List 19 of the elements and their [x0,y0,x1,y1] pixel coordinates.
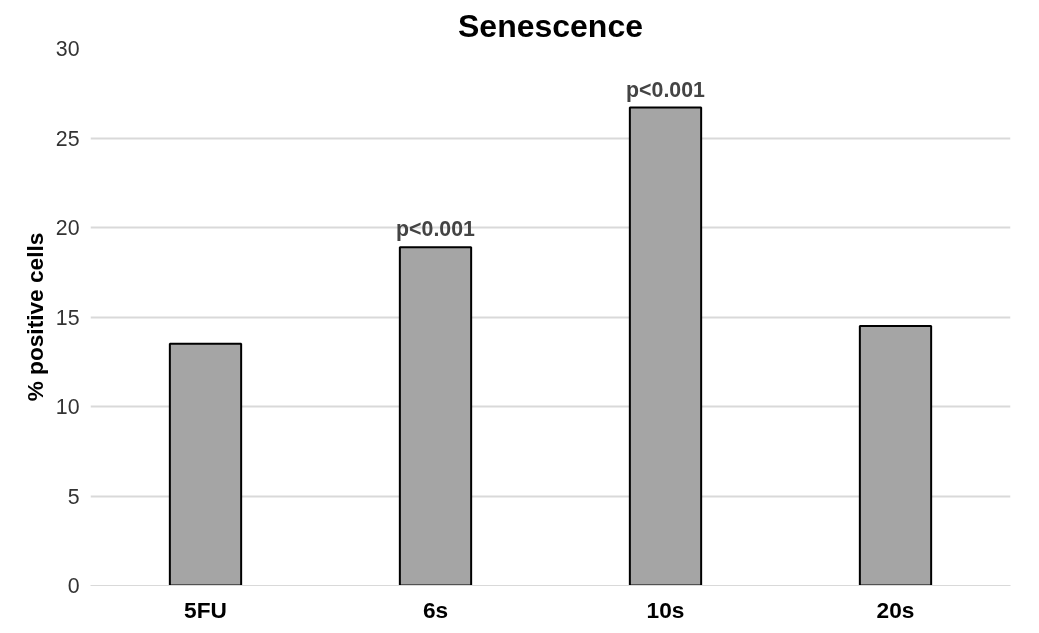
x-tick-label: 6s [422,596,449,623]
annotation: p<0.001 [626,77,706,102]
y-tick-label: 15 [55,305,80,330]
annotation: p<0.001 [396,217,476,242]
y-tick-label: 5 [67,484,80,509]
x-tick-label: 20s [876,596,915,623]
bar [398,246,473,586]
bar [858,324,933,586]
x-tick-label: 5FU [184,596,227,623]
bar [168,342,243,586]
y-tick-label: 0 [67,574,80,598]
y-tick-label: 10 [55,395,80,419]
bar [628,106,703,586]
y-axis-title: % positive cells [21,232,48,402]
y-tick-label: 30 [55,37,80,61]
y-tick-label: 20 [55,216,80,240]
x-tick-label: 10s [646,596,685,623]
chart-title: Senescence [457,7,644,44]
y-tick-label: 25 [55,126,80,151]
